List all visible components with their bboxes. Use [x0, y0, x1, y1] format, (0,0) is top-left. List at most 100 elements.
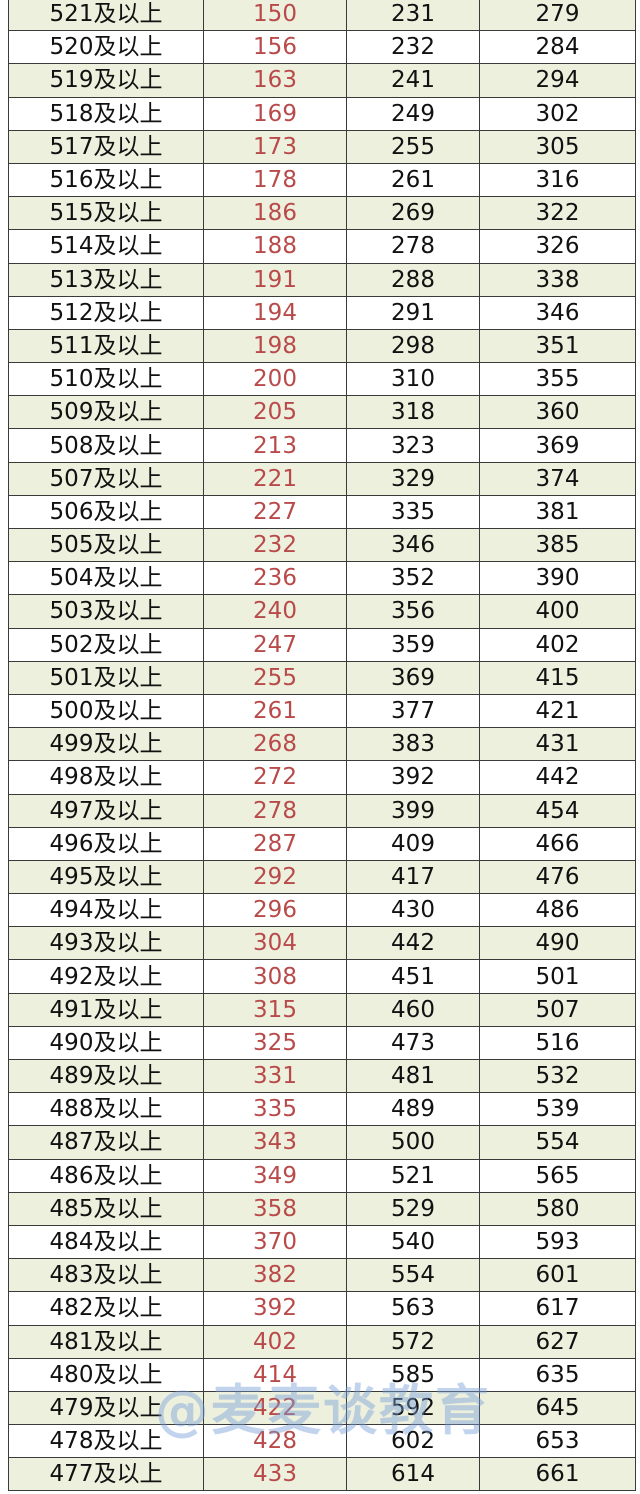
- count-cell-3: 400: [479, 594, 636, 629]
- table-row: 498及以上 272 392 442: [8, 760, 636, 795]
- table-row: 477及以上 433 614 661: [8, 1457, 636, 1492]
- count-cell-3: 294: [479, 63, 636, 98]
- score-threshold-cell: 498及以上: [8, 760, 204, 795]
- count-cell-3: 501: [479, 959, 636, 994]
- count-cell-1: 156: [203, 30, 347, 65]
- count-cell-1: 422: [203, 1390, 347, 1426]
- score-threshold-cell: 515及以上: [8, 196, 204, 231]
- count-cell-2: 529: [346, 1191, 480, 1226]
- score-threshold-cell: 505及以上: [8, 527, 204, 563]
- table-row: 483及以上 382 554 601: [8, 1258, 636, 1293]
- score-threshold-cell: 504及以上: [8, 561, 204, 596]
- count-cell-1: 221: [203, 461, 347, 496]
- count-cell-1: 169: [203, 96, 347, 131]
- score-threshold-cell: 518及以上: [8, 96, 204, 131]
- table-row: 497及以上 278 399 454: [8, 793, 636, 828]
- table-row: 499及以上 268 383 431: [8, 727, 636, 762]
- count-cell-3: 661: [479, 1457, 636, 1492]
- table-row: 485及以上 358 529 580: [8, 1191, 636, 1226]
- table-row: 505及以上 232 346 385: [8, 527, 636, 563]
- count-cell-3: 593: [479, 1224, 636, 1260]
- count-cell-1: 287: [203, 826, 347, 861]
- count-cell-2: 521: [346, 1158, 480, 1193]
- count-cell-3: 322: [479, 196, 636, 231]
- score-threshold-cell: 517及以上: [8, 129, 204, 164]
- count-cell-1: 268: [203, 727, 347, 762]
- count-cell-1: 198: [203, 328, 347, 364]
- count-cell-2: 278: [346, 229, 480, 264]
- score-threshold-cell: 501及以上: [8, 660, 204, 695]
- count-cell-1: 232: [203, 527, 347, 563]
- count-cell-2: 261: [346, 162, 480, 198]
- score-threshold-cell: 514及以上: [8, 229, 204, 264]
- score-threshold-cell: 487及以上: [8, 1125, 204, 1160]
- count-cell-2: 489: [346, 1092, 480, 1127]
- table-row: 491及以上 315 460 507: [8, 992, 636, 1027]
- count-cell-3: 454: [479, 793, 636, 828]
- count-cell-2: 249: [346, 96, 480, 131]
- table-row: 486及以上 349 521 565: [8, 1158, 636, 1193]
- count-cell-3: 338: [479, 262, 636, 297]
- table-row: 506及以上 227 335 381: [8, 494, 636, 530]
- score-threshold-cell: 479及以上: [8, 1390, 204, 1426]
- count-cell-1: 188: [203, 229, 347, 264]
- count-cell-1: 194: [203, 295, 347, 330]
- count-cell-3: 442: [479, 760, 636, 795]
- count-cell-1: 236: [203, 561, 347, 596]
- count-cell-3: 279: [479, 0, 636, 32]
- score-threshold-cell: 491及以上: [8, 992, 204, 1027]
- score-threshold-cell: 495及以上: [8, 859, 204, 895]
- table-row: 515及以上 186 269 322: [8, 196, 636, 231]
- score-threshold-cell: 497及以上: [8, 793, 204, 828]
- count-cell-1: 178: [203, 162, 347, 198]
- score-threshold-cell: 480及以上: [8, 1357, 204, 1392]
- count-cell-3: 635: [479, 1357, 636, 1392]
- count-cell-3: 351: [479, 328, 636, 364]
- count-cell-2: 602: [346, 1424, 480, 1459]
- count-cell-2: 460: [346, 992, 480, 1027]
- score-threshold-cell: 500及以上: [8, 693, 204, 729]
- count-cell-1: 227: [203, 494, 347, 530]
- score-threshold-cell: 490及以上: [8, 1025, 204, 1061]
- table-row: 490及以上 325 473 516: [8, 1025, 636, 1061]
- score-threshold-cell: 483及以上: [8, 1258, 204, 1293]
- count-cell-2: 369: [346, 660, 480, 695]
- table-row: 488及以上 335 489 539: [8, 1092, 636, 1127]
- count-cell-1: 414: [203, 1357, 347, 1392]
- count-cell-1: 255: [203, 660, 347, 695]
- score-table: 521及以上 150 231 279 520及以上 156 232 284 519及以上 163 2…: [8, 0, 636, 1492]
- score-threshold-cell: 502及以上: [8, 627, 204, 662]
- score-threshold-cell: 484及以上: [8, 1224, 204, 1260]
- count-cell-2: 241: [346, 63, 480, 98]
- count-cell-2: 614: [346, 1457, 480, 1492]
- count-cell-2: 473: [346, 1025, 480, 1061]
- table-row: 487及以上 343 500 554: [8, 1125, 636, 1160]
- count-cell-2: 417: [346, 859, 480, 895]
- count-cell-1: 247: [203, 627, 347, 662]
- count-cell-2: 335: [346, 494, 480, 530]
- count-cell-3: 645: [479, 1390, 636, 1426]
- table-row: 481及以上 402 572 627: [8, 1324, 636, 1359]
- count-cell-2: 269: [346, 196, 480, 231]
- count-cell-1: 200: [203, 362, 347, 397]
- count-cell-3: 490: [479, 926, 636, 961]
- score-threshold-cell: 520及以上: [8, 30, 204, 65]
- count-cell-1: 278: [203, 793, 347, 828]
- count-cell-1: 292: [203, 859, 347, 895]
- count-cell-2: 399: [346, 793, 480, 828]
- count-cell-3: 305: [479, 129, 636, 164]
- table-row: 495及以上 292 417 476: [8, 859, 636, 895]
- count-cell-2: 451: [346, 959, 480, 994]
- count-cell-1: 304: [203, 926, 347, 961]
- count-cell-2: 383: [346, 727, 480, 762]
- count-cell-3: 326: [479, 229, 636, 264]
- score-threshold-cell: 486及以上: [8, 1158, 204, 1193]
- score-threshold-cell: 496及以上: [8, 826, 204, 861]
- count-cell-3: 360: [479, 395, 636, 430]
- count-cell-3: 355: [479, 362, 636, 397]
- table-row: 516及以上 178 261 316: [8, 162, 636, 198]
- score-threshold-cell: 488及以上: [8, 1092, 204, 1127]
- count-cell-2: 352: [346, 561, 480, 596]
- count-cell-2: 409: [346, 826, 480, 861]
- count-cell-2: 346: [346, 527, 480, 563]
